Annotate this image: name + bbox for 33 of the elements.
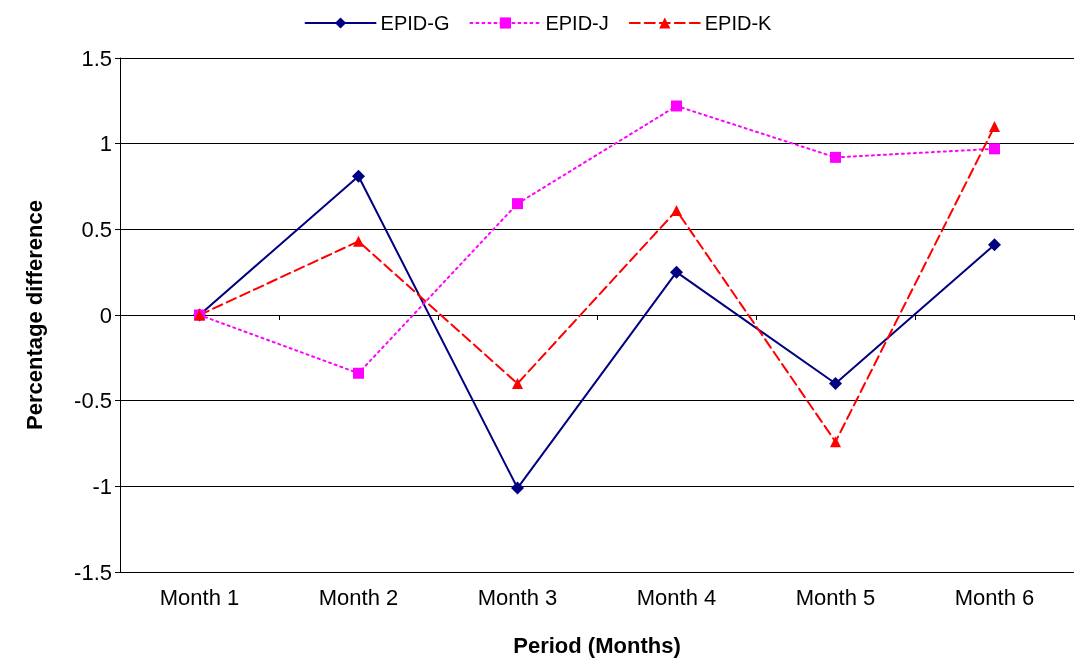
x-axis-title: Period (Months) (513, 632, 681, 658)
x-tick-label: Month 5 (795, 584, 876, 610)
point (512, 198, 523, 210)
y-tick-label: 1 (99, 131, 112, 157)
legend-label: EPID-G (380, 12, 450, 34)
y-tick-label: -1.5 (74, 559, 112, 585)
point (989, 143, 1000, 155)
y-tick-label: 0.5 (81, 216, 112, 242)
y-axis-title: Percentage difference (21, 200, 47, 430)
x-tick-label: Month 3 (477, 584, 558, 610)
x-tick-label: Month 1 (159, 584, 240, 610)
point (352, 169, 365, 183)
point (830, 436, 841, 448)
point (353, 235, 364, 247)
point (512, 378, 523, 390)
legend-label: EPID-K (704, 12, 773, 34)
x-tick-label: Month 6 (954, 584, 1035, 610)
point (670, 265, 683, 279)
y-tick-label: 1.5 (81, 45, 112, 71)
point (353, 367, 364, 379)
x-tick-label: Month 4 (636, 584, 717, 610)
point (830, 151, 841, 163)
legend-label: EPID-J (545, 12, 609, 34)
x-tick-label: Month 2 (318, 584, 399, 610)
point (671, 204, 682, 216)
point (671, 100, 682, 112)
y-tick-label: -0.5 (74, 388, 112, 414)
y-tick-label: 0 (99, 302, 112, 328)
point (829, 377, 842, 391)
point (511, 481, 524, 495)
point (988, 238, 1001, 252)
y-tick-label: -1 (92, 473, 112, 499)
point (989, 121, 1000, 133)
